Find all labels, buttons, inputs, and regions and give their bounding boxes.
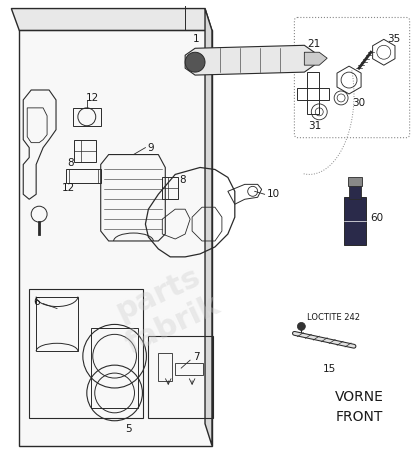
Bar: [90, 329, 138, 408]
Text: 7: 7: [192, 351, 199, 361]
Circle shape: [185, 53, 204, 73]
Bar: [347, 178, 361, 187]
Polygon shape: [304, 53, 326, 66]
Bar: [66, 170, 100, 184]
Text: 5: 5: [125, 423, 131, 433]
Text: 1: 1: [192, 34, 199, 44]
Bar: [73, 109, 100, 127]
Bar: [343, 198, 365, 246]
Polygon shape: [19, 31, 211, 446]
Text: 21: 21: [307, 39, 320, 49]
Text: 8: 8: [178, 175, 185, 185]
Text: 6: 6: [33, 296, 39, 306]
Polygon shape: [204, 10, 211, 446]
Text: 8: 8: [67, 157, 74, 167]
Text: 30: 30: [351, 98, 365, 108]
Circle shape: [297, 323, 305, 331]
Text: 12: 12: [62, 183, 76, 193]
Bar: [175, 363, 202, 375]
Text: 15: 15: [322, 363, 335, 373]
Text: LOCTITE 242: LOCTITE 242: [306, 312, 359, 321]
Text: 35: 35: [386, 34, 399, 44]
Polygon shape: [11, 10, 211, 31]
Bar: [306, 73, 318, 115]
Text: 10: 10: [266, 189, 280, 199]
Bar: [158, 354, 172, 381]
Bar: [29, 289, 143, 418]
Bar: [297, 89, 328, 101]
Text: 12: 12: [86, 93, 99, 103]
Text: 60: 60: [369, 213, 382, 223]
Polygon shape: [185, 46, 313, 76]
Bar: [36, 297, 78, 351]
Text: VORNE
FRONT: VORNE FRONT: [334, 389, 382, 423]
Bar: [148, 337, 212, 418]
Text: 31: 31: [308, 120, 321, 130]
Text: 9: 9: [147, 142, 153, 152]
Text: parts
fabrik: parts fabrik: [106, 259, 224, 358]
Bar: [348, 185, 360, 200]
